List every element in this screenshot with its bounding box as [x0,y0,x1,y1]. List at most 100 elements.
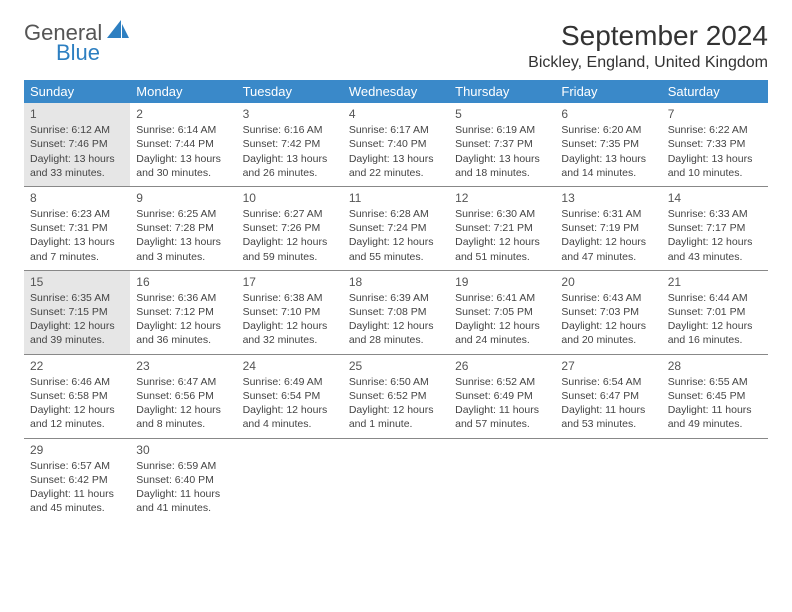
daylight-text: Daylight: 13 hours [561,152,655,166]
daylight-text: and 7 minutes. [30,250,124,264]
calendar-cell: 25Sunrise: 6:50 AMSunset: 6:52 PMDayligh… [343,354,449,438]
sunset-text: Sunset: 7:24 PM [349,221,443,235]
sunset-text: Sunset: 7:40 PM [349,137,443,151]
daylight-text: Daylight: 12 hours [668,319,762,333]
daylight-text: and 30 minutes. [136,166,230,180]
calendar-cell: 1Sunrise: 6:12 AMSunset: 7:46 PMDaylight… [24,103,130,186]
sunrise-text: Sunrise: 6:55 AM [668,375,762,389]
daylight-text: Daylight: 11 hours [668,403,762,417]
daylight-text: Daylight: 13 hours [136,152,230,166]
day-number: 22 [30,358,124,374]
daylight-text: and 45 minutes. [30,501,124,515]
daylight-text: and 33 minutes. [30,166,124,180]
calendar-cell: 8Sunrise: 6:23 AMSunset: 7:31 PMDaylight… [24,186,130,270]
sunset-text: Sunset: 6:56 PM [136,389,230,403]
daylight-text: and 47 minutes. [561,250,655,264]
calendar-cell: 24Sunrise: 6:49 AMSunset: 6:54 PMDayligh… [237,354,343,438]
calendar-row: 15Sunrise: 6:35 AMSunset: 7:15 PMDayligh… [24,270,768,354]
sunrise-text: Sunrise: 6:44 AM [668,291,762,305]
calendar-row: 22Sunrise: 6:46 AMSunset: 6:58 PMDayligh… [24,354,768,438]
calendar-row: 8Sunrise: 6:23 AMSunset: 7:31 PMDaylight… [24,186,768,270]
sunset-text: Sunset: 7:31 PM [30,221,124,235]
calendar-cell [449,438,555,521]
daylight-text: and 18 minutes. [455,166,549,180]
daylight-text: Daylight: 12 hours [243,319,337,333]
daylight-text: and 3 minutes. [136,250,230,264]
calendar-cell: 26Sunrise: 6:52 AMSunset: 6:49 PMDayligh… [449,354,555,438]
calendar-cell: 20Sunrise: 6:43 AMSunset: 7:03 PMDayligh… [555,270,661,354]
day-number: 3 [243,106,337,122]
daylight-text: Daylight: 13 hours [136,235,230,249]
sunset-text: Sunset: 6:54 PM [243,389,337,403]
sunset-text: Sunset: 6:47 PM [561,389,655,403]
day-number: 2 [136,106,230,122]
day-number: 10 [243,190,337,206]
daylight-text: Daylight: 12 hours [243,403,337,417]
sunrise-text: Sunrise: 6:28 AM [349,207,443,221]
sunset-text: Sunset: 7:03 PM [561,305,655,319]
daylight-text: Daylight: 12 hours [561,235,655,249]
daylight-text: Daylight: 11 hours [455,403,549,417]
sunset-text: Sunset: 7:46 PM [30,137,124,151]
daylight-text: Daylight: 13 hours [668,152,762,166]
day-number: 20 [561,274,655,290]
daylight-text: and 22 minutes. [349,166,443,180]
day-number: 26 [455,358,549,374]
calendar-cell: 27Sunrise: 6:54 AMSunset: 6:47 PMDayligh… [555,354,661,438]
calendar-cell: 28Sunrise: 6:55 AMSunset: 6:45 PMDayligh… [662,354,768,438]
daylight-text: and 36 minutes. [136,333,230,347]
calendar-cell: 17Sunrise: 6:38 AMSunset: 7:10 PMDayligh… [237,270,343,354]
sunrise-text: Sunrise: 6:36 AM [136,291,230,305]
sunrise-text: Sunrise: 6:49 AM [243,375,337,389]
daylight-text: and 32 minutes. [243,333,337,347]
sunset-text: Sunset: 6:42 PM [30,473,124,487]
day-number: 27 [561,358,655,374]
calendar-cell: 7Sunrise: 6:22 AMSunset: 7:33 PMDaylight… [662,103,768,186]
day-number: 8 [30,190,124,206]
sunrise-text: Sunrise: 6:50 AM [349,375,443,389]
calendar-cell: 22Sunrise: 6:46 AMSunset: 6:58 PMDayligh… [24,354,130,438]
daylight-text: Daylight: 12 hours [136,319,230,333]
daylight-text: and 1 minute. [349,417,443,431]
weekday-header: Friday [555,80,661,103]
sunrise-text: Sunrise: 6:38 AM [243,291,337,305]
sunrise-text: Sunrise: 6:41 AM [455,291,549,305]
sunset-text: Sunset: 7:37 PM [455,137,549,151]
daylight-text: and 43 minutes. [668,250,762,264]
daylight-text: Daylight: 12 hours [136,403,230,417]
daylight-text: Daylight: 12 hours [349,403,443,417]
calendar-cell: 30Sunrise: 6:59 AMSunset: 6:40 PMDayligh… [130,438,236,521]
sunrise-text: Sunrise: 6:33 AM [668,207,762,221]
sunrise-text: Sunrise: 6:35 AM [30,291,124,305]
sunset-text: Sunset: 6:45 PM [668,389,762,403]
calendar-cell [237,438,343,521]
sunset-text: Sunset: 7:35 PM [561,137,655,151]
daylight-text: Daylight: 12 hours [30,403,124,417]
daylight-text: and 57 minutes. [455,417,549,431]
daylight-text: Daylight: 13 hours [243,152,337,166]
sunset-text: Sunset: 7:12 PM [136,305,230,319]
calendar-cell [555,438,661,521]
sunset-text: Sunset: 7:28 PM [136,221,230,235]
day-number: 11 [349,190,443,206]
calendar-row: 29Sunrise: 6:57 AMSunset: 6:42 PMDayligh… [24,438,768,521]
sunrise-text: Sunrise: 6:27 AM [243,207,337,221]
day-number: 28 [668,358,762,374]
sunset-text: Sunset: 7:01 PM [668,305,762,319]
calendar-cell: 3Sunrise: 6:16 AMSunset: 7:42 PMDaylight… [237,103,343,186]
day-number: 15 [30,274,124,290]
sunrise-text: Sunrise: 6:14 AM [136,123,230,137]
sunset-text: Sunset: 7:08 PM [349,305,443,319]
sunset-text: Sunset: 7:10 PM [243,305,337,319]
daylight-text: and 8 minutes. [136,417,230,431]
calendar-cell: 2Sunrise: 6:14 AMSunset: 7:44 PMDaylight… [130,103,236,186]
daylight-text: Daylight: 13 hours [30,235,124,249]
sunrise-text: Sunrise: 6:20 AM [561,123,655,137]
daylight-text: Daylight: 12 hours [561,319,655,333]
day-number: 30 [136,442,230,458]
sunrise-text: Sunrise: 6:30 AM [455,207,549,221]
daylight-text: Daylight: 12 hours [668,235,762,249]
sunset-text: Sunset: 7:26 PM [243,221,337,235]
daylight-text: Daylight: 11 hours [561,403,655,417]
sunrise-text: Sunrise: 6:52 AM [455,375,549,389]
